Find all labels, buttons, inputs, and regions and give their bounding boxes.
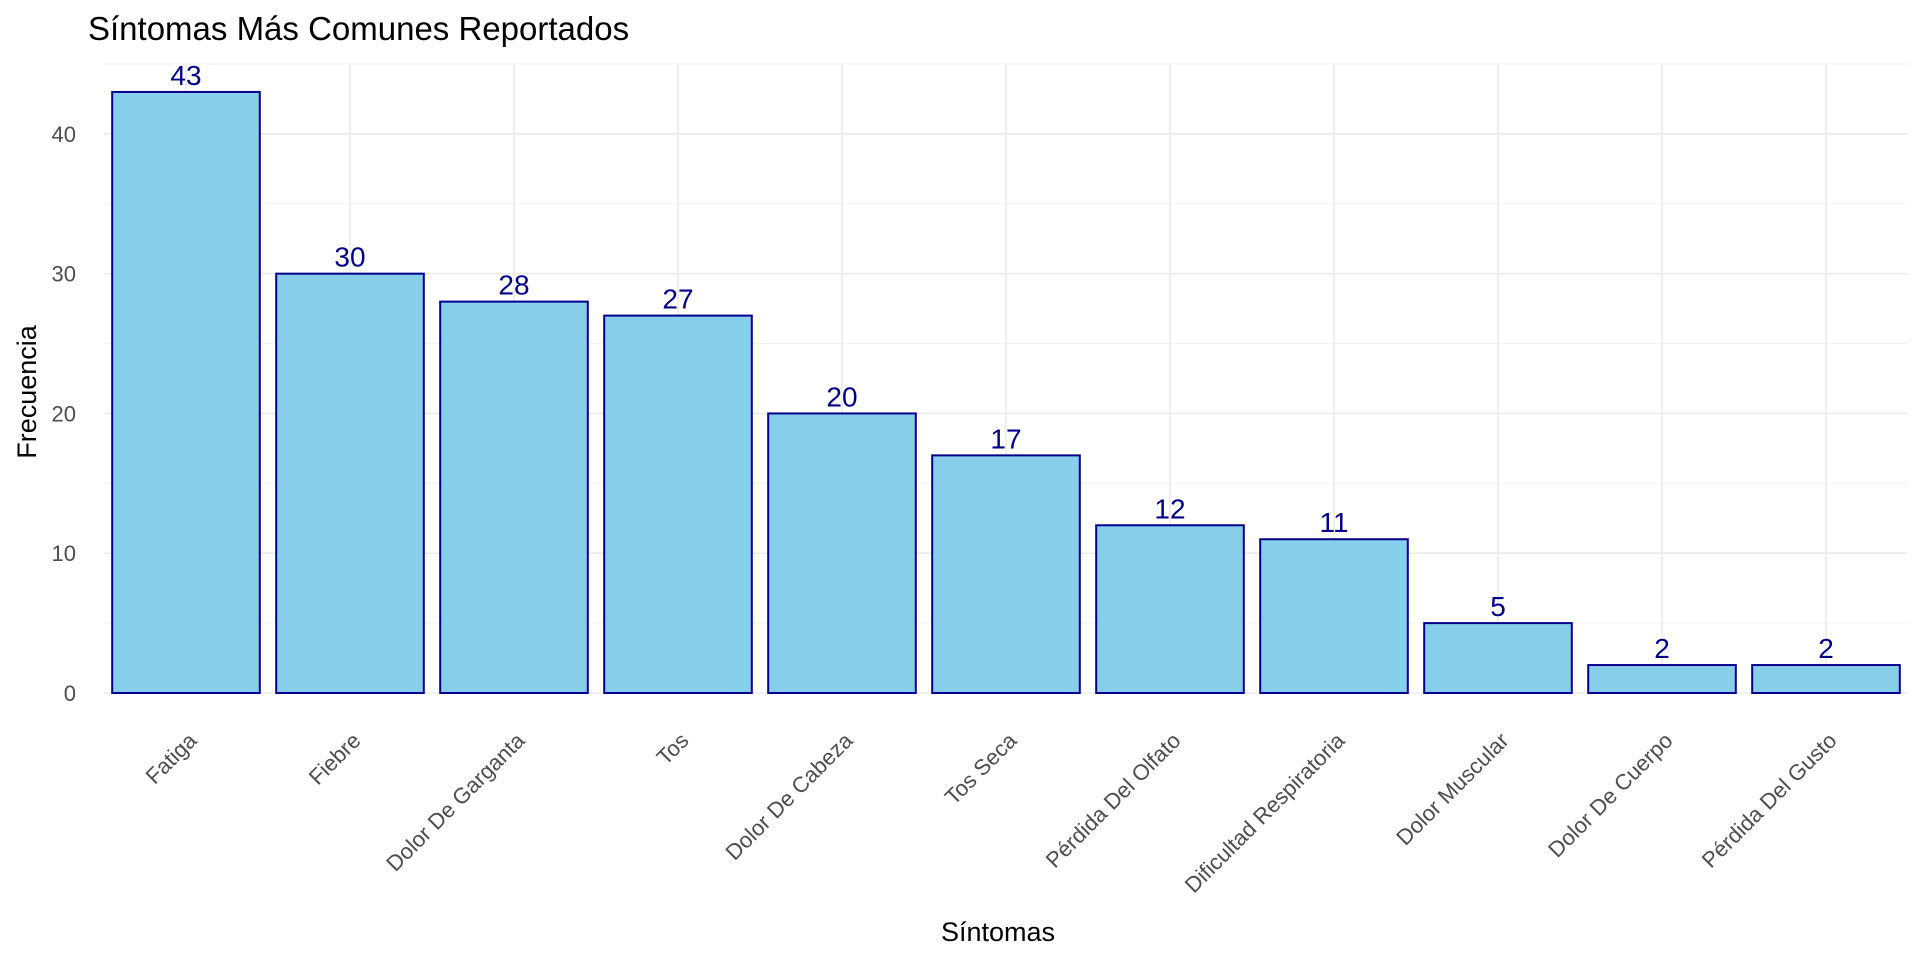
y-axis-ticks: 0 10 20 30 40: [52, 122, 76, 706]
bars: [111, 90, 1901, 694]
bar: [111, 90, 261, 694]
x-tick-label: Tos: [652, 728, 694, 770]
y-tick-label: 0: [64, 681, 76, 706]
value-label: 28: [498, 270, 529, 301]
x-tick-label: Fatiga: [141, 727, 202, 788]
value-label: 5: [1490, 591, 1506, 622]
value-label: 11: [1319, 507, 1348, 538]
x-tick-label: Dolor Muscular: [1391, 728, 1513, 850]
bar: [1587, 664, 1737, 694]
value-label: 30: [334, 242, 365, 273]
x-tick-label: Dolor De Garganta: [381, 727, 530, 876]
value-label: 20: [826, 381, 857, 412]
value-label: 43: [170, 60, 201, 91]
x-tick-label: Dolor De Cabeza: [721, 727, 859, 865]
bar: [603, 314, 753, 694]
x-tick-label: Pérdida Del Olfato: [1041, 728, 1186, 873]
x-axis-ticks: Fatiga Fiebre Dolor De Garganta Tos Dolor De…: [141, 727, 1842, 897]
bar: [1095, 524, 1245, 694]
bar: [1259, 538, 1409, 694]
y-tick-label: 10: [52, 541, 76, 566]
value-label: 2: [1818, 633, 1834, 664]
value-label: 12: [1154, 493, 1185, 524]
bar: [1751, 664, 1901, 694]
y-tick-label: 40: [52, 122, 76, 147]
y-tick-label: 20: [52, 401, 76, 426]
y-axis-title: Frecuencia: [12, 324, 42, 459]
bar: [1423, 622, 1573, 694]
x-axis-title: Síntomas: [941, 917, 1055, 947]
bar: [275, 272, 425, 694]
value-label: 17: [990, 423, 1021, 454]
value-label: 27: [662, 284, 693, 315]
bar: [439, 300, 589, 694]
value-labels: 43 30 28 27 20 17 12 11 5 2 2: [170, 60, 1833, 664]
x-tick-label: Dificultad Respiratoria: [1180, 727, 1350, 897]
x-tick-label: Pérdida Del Gusto: [1697, 728, 1842, 873]
y-tick-label: 30: [52, 262, 76, 287]
bar: [931, 454, 1081, 694]
x-tick-label: Tos Seca: [940, 727, 1022, 809]
chart-title: Síntomas Más Comunes Reportados: [88, 10, 629, 47]
x-tick-label: Dolor De Cuerpo: [1543, 728, 1677, 862]
bar: [767, 412, 917, 694]
x-tick-label: Fiebre: [304, 728, 366, 790]
value-label: 2: [1654, 633, 1670, 664]
